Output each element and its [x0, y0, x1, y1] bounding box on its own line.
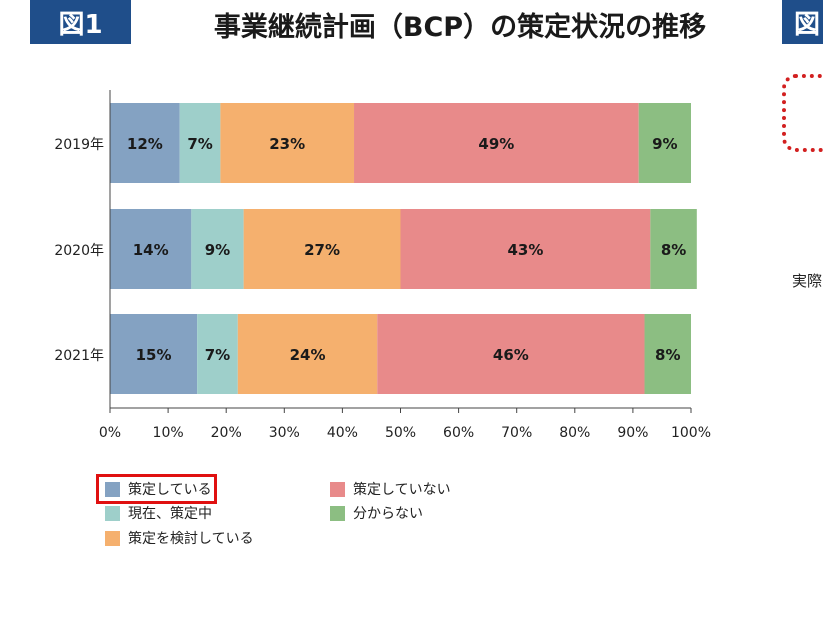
bar-segment — [179, 103, 221, 183]
legend-swatch — [105, 505, 120, 521]
x-tick-label: 90% — [617, 425, 648, 441]
legend-swatch — [330, 505, 345, 521]
legend-label: 策定を検討している — [128, 531, 254, 547]
next-figure-badge: 図 — [782, 0, 823, 44]
bar-segment — [644, 314, 691, 394]
data-label: 43% — [507, 241, 543, 259]
data-label: 46% — [493, 346, 529, 364]
legend-highlight-box — [96, 474, 217, 504]
data-label: 8% — [661, 241, 686, 259]
bar-segment — [191, 209, 244, 289]
next-figure-text: 実際 — [792, 272, 823, 290]
legend-label: 策定している — [128, 482, 212, 498]
data-label: 49% — [478, 135, 514, 153]
data-label: 24% — [290, 346, 326, 364]
legend-item: 現在、策定中 — [105, 502, 212, 524]
legend-label: 分からない — [353, 506, 423, 522]
bar-segment — [110, 103, 180, 183]
x-tick-label: 0% — [99, 425, 121, 441]
data-label: 27% — [304, 241, 340, 259]
x-tick-label: 30% — [269, 425, 300, 441]
figure-number-badge: 図1 — [30, 0, 131, 44]
bar-segment — [197, 314, 238, 394]
bar-segment — [354, 103, 639, 183]
category-label: 2021年 — [54, 348, 104, 364]
legend-swatch — [330, 481, 345, 497]
bar-segment — [638, 103, 691, 183]
x-tick-label: 70% — [501, 425, 532, 441]
bar-segment — [110, 314, 198, 394]
data-label: 8% — [655, 346, 680, 364]
bar-segment — [400, 209, 651, 289]
data-label: 12% — [127, 135, 163, 153]
bar-segment — [650, 209, 697, 289]
bar-segment — [237, 314, 378, 394]
data-label: 7% — [187, 135, 212, 153]
category-label: 2020年 — [54, 243, 104, 259]
x-tick-label: 60% — [443, 425, 474, 441]
legend-label: 現在、策定中 — [128, 506, 212, 522]
legend-swatch — [105, 481, 120, 497]
x-tick-label: 80% — [559, 425, 590, 441]
data-label: 23% — [269, 135, 305, 153]
legend-item: 策定を検討している — [105, 527, 254, 549]
data-label: 9% — [205, 241, 230, 259]
chart-title: 事業継続計画（BCP）の策定状況の推移 — [213, 11, 707, 43]
data-label: 9% — [652, 135, 677, 153]
x-tick-label: 100% — [671, 425, 711, 441]
legend-swatch — [105, 530, 120, 546]
legend-item: 策定している — [105, 478, 212, 500]
bar-segment — [377, 314, 645, 394]
x-tick-label: 40% — [327, 425, 358, 441]
legend-label: 策定していない — [353, 482, 451, 498]
legend-item: 策定していない — [330, 478, 451, 500]
data-label: 15% — [136, 346, 172, 364]
data-label: 14% — [133, 241, 169, 259]
next-figure-dashed-callout — [782, 74, 823, 152]
bar-segment — [110, 209, 192, 289]
category-label: 2019年 — [54, 137, 104, 153]
data-label: 7% — [205, 346, 230, 364]
x-tick-label: 20% — [211, 425, 242, 441]
legend-item: 分からない — [330, 502, 423, 524]
x-tick-label: 10% — [153, 425, 184, 441]
x-tick-label: 50% — [385, 425, 416, 441]
bar-segment — [243, 209, 401, 289]
bar-segment — [220, 103, 355, 183]
